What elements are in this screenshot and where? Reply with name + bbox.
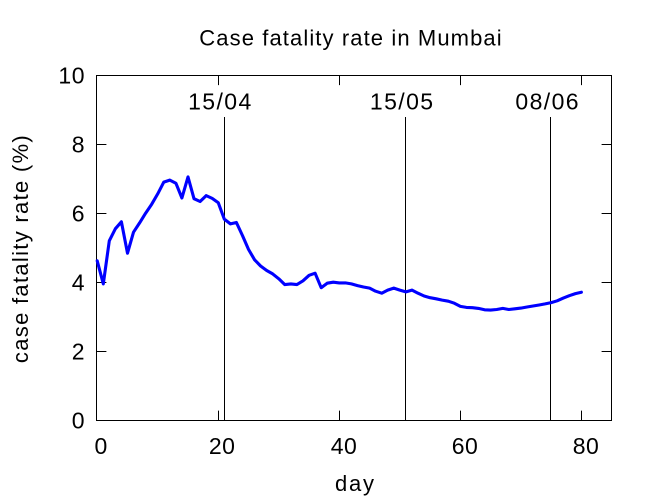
svg-text:0: 0 xyxy=(72,408,85,434)
svg-text:2: 2 xyxy=(72,339,85,365)
svg-text:60: 60 xyxy=(452,433,479,459)
svg-text:6: 6 xyxy=(72,201,85,227)
svg-text:10: 10 xyxy=(58,63,85,89)
svg-text:20: 20 xyxy=(209,433,236,459)
svg-text:4: 4 xyxy=(72,270,85,296)
svg-text:08/06: 08/06 xyxy=(515,89,580,115)
svg-text:80: 80 xyxy=(573,433,600,459)
svg-text:15/05: 15/05 xyxy=(370,89,435,115)
svg-text:8: 8 xyxy=(72,132,85,158)
svg-text:0: 0 xyxy=(95,433,108,459)
svg-text:15/04: 15/04 xyxy=(188,89,253,115)
svg-text:40: 40 xyxy=(331,433,358,459)
svg-text:day: day xyxy=(335,471,376,496)
svg-text:Case fatality rate in Mumbai: Case fatality rate in Mumbai xyxy=(199,26,502,51)
svg-text:case fatality rate (%): case fatality rate (%) xyxy=(8,134,33,363)
